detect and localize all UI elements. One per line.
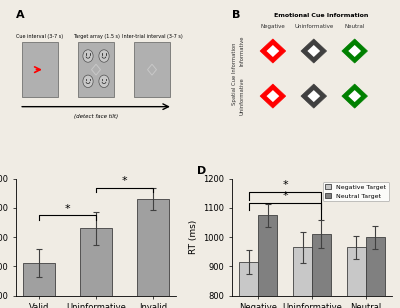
Text: Uninformative: Uninformative	[239, 77, 244, 115]
Bar	[137, 199, 169, 308]
Polygon shape	[307, 45, 320, 57]
Bar	[258, 215, 277, 308]
Text: *: *	[65, 204, 70, 214]
Polygon shape	[342, 39, 368, 63]
Text: D: D	[197, 166, 206, 176]
Text: Emotional Cue Information: Emotional Cue Information	[274, 13, 368, 18]
Text: Target array (1.5 s): Target array (1.5 s)	[72, 34, 120, 39]
Text: A: A	[16, 10, 25, 20]
Polygon shape	[307, 90, 320, 102]
Polygon shape	[342, 84, 368, 108]
Circle shape	[83, 50, 93, 62]
Polygon shape	[266, 45, 279, 57]
Legend: Negative Target, Neutral Target: Negative Target, Neutral Target	[323, 182, 389, 201]
Bar	[239, 262, 258, 308]
Circle shape	[83, 75, 93, 87]
Text: *: *	[282, 191, 288, 201]
FancyBboxPatch shape	[78, 43, 114, 97]
Bar	[312, 234, 331, 308]
Text: Negative: Negative	[260, 24, 285, 29]
Polygon shape	[301, 39, 326, 63]
Text: Neutral: Neutral	[344, 24, 365, 29]
Text: (detect face tilt): (detect face tilt)	[74, 115, 118, 120]
FancyBboxPatch shape	[22, 43, 58, 97]
Polygon shape	[301, 84, 326, 108]
Polygon shape	[348, 45, 361, 57]
Text: B: B	[232, 10, 240, 20]
Polygon shape	[348, 90, 361, 102]
Text: Cue interval (3-7 s): Cue interval (3-7 s)	[16, 34, 64, 39]
Bar	[293, 247, 312, 308]
Circle shape	[99, 75, 109, 87]
Text: Informative: Informative	[239, 36, 244, 66]
Y-axis label: RT (ms): RT (ms)	[189, 220, 198, 254]
Polygon shape	[260, 39, 286, 63]
Bar	[23, 263, 55, 308]
Bar	[366, 237, 385, 308]
Text: *: *	[282, 180, 288, 190]
Text: Inter-trial interval (3-7 s): Inter-trial interval (3-7 s)	[122, 34, 182, 39]
Bar	[347, 247, 366, 308]
FancyBboxPatch shape	[134, 43, 170, 97]
Bar	[80, 229, 112, 308]
Polygon shape	[260, 84, 286, 108]
Text: Uninformative: Uninformative	[294, 24, 334, 29]
Text: Spatial Cue Information: Spatial Cue Information	[232, 42, 237, 105]
Text: *: *	[122, 176, 127, 186]
Circle shape	[99, 50, 109, 62]
Polygon shape	[266, 90, 279, 102]
